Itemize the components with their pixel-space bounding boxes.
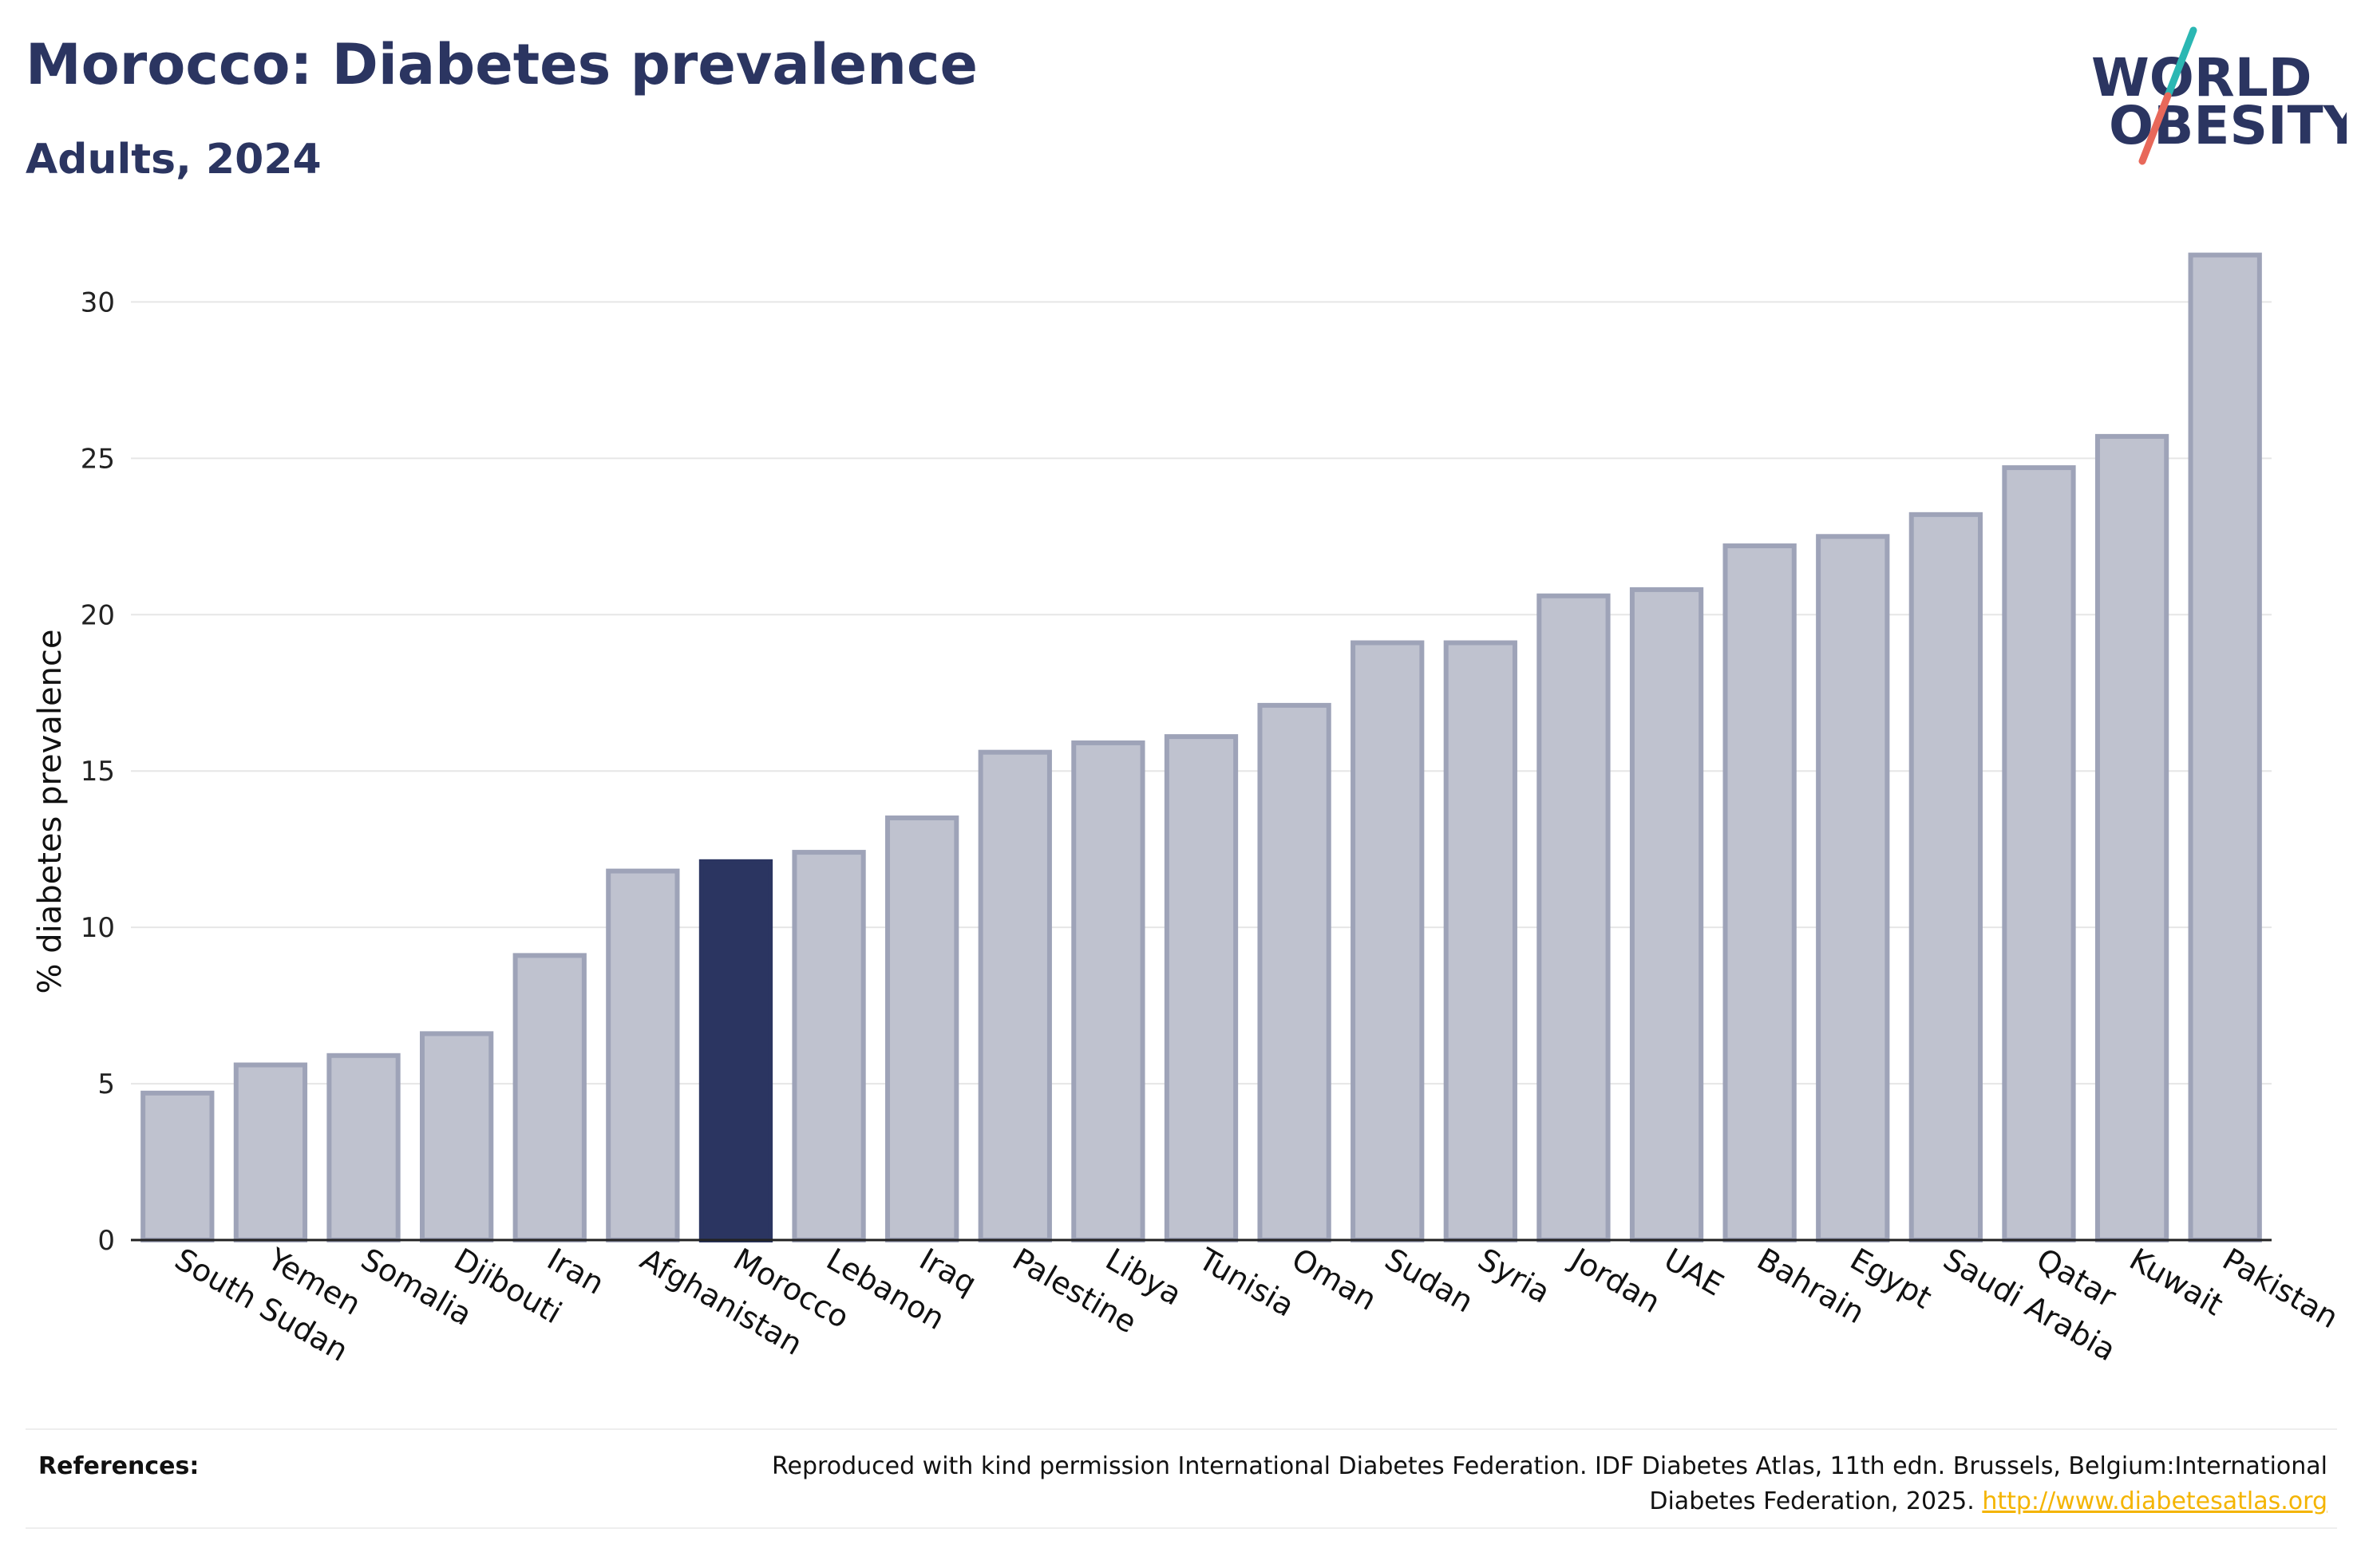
references-citation: Reproduced with kind permission Internat… — [772, 1452, 2327, 1515]
y-axis-title: % diabetes prevalence — [32, 629, 69, 993]
x-tick-label: UAE — [1659, 1242, 1730, 1303]
bar-jordan — [1536, 593, 1611, 1242]
bar-south-sudan — [140, 1090, 215, 1242]
x-tick-label: Syria — [1472, 1242, 1556, 1310]
x-tick-label: Kuwait — [2124, 1242, 2229, 1323]
bar-saudi-arabia — [1908, 511, 1983, 1242]
bar-pakistan — [2188, 252, 2262, 1242]
bar-afghanistan — [606, 868, 680, 1243]
logo-slash-teal — [2164, 26, 2197, 100]
references-divider-bottom — [26, 1527, 2337, 1529]
bar-uae — [1629, 587, 1704, 1242]
y-tick-label: 0 — [97, 1225, 115, 1257]
bar-sudan — [1351, 640, 1425, 1242]
bar-bahrain — [1722, 543, 1797, 1242]
bar-oman — [1257, 702, 1331, 1242]
x-tick-label: Bahrain — [1751, 1242, 1870, 1331]
bar-qatar — [2002, 465, 2076, 1242]
bar-egypt — [1816, 534, 1890, 1242]
bar-libya — [1071, 740, 1145, 1242]
bar-djibouti — [419, 1031, 494, 1243]
y-tick-label: 10 — [81, 912, 115, 944]
bar-yemen — [233, 1062, 308, 1243]
bar-kuwait — [2094, 433, 2169, 1242]
references-label: References: — [38, 1452, 200, 1480]
y-tick-label: 30 — [81, 286, 115, 318]
chart-subtitle: Adults, 2024 — [26, 136, 322, 184]
y-tick-label: 25 — [81, 443, 115, 475]
x-tick-label: Sudan — [1379, 1242, 1480, 1320]
x-tick-label: Pakistan — [2217, 1242, 2344, 1336]
bar-morocco — [698, 859, 773, 1243]
x-tick-label: Jordan — [1564, 1241, 1666, 1321]
bar-palestine — [978, 749, 1052, 1242]
y-tick-label: 15 — [81, 756, 115, 788]
y-tick-label: 20 — [81, 599, 115, 631]
bar-tunisia — [1164, 734, 1239, 1242]
y-tick-label: 5 — [97, 1068, 115, 1100]
bar-lebanon — [792, 850, 866, 1242]
references-text: Reproduced with kind permission Internat… — [699, 1449, 2327, 1519]
diabetes-atlas-link[interactable]: http://www.diabetesatlas.org — [1982, 1487, 2327, 1515]
chart-title: Morocco: Diabetes prevalence — [26, 32, 978, 97]
y-axis-ticks: 0 5 10 15 20 25 30 — [81, 286, 115, 1257]
bar-iran — [512, 953, 587, 1243]
bar-chart: 0 5 10 15 20 25 30 South SudanYemenSomaliaDjib… — [32, 252, 2344, 1369]
world-obesity-logo: WORLD OBESITY — [2091, 26, 2347, 165]
x-tick-label: Tunisia — [1192, 1241, 1300, 1324]
logo-slash-coral — [2138, 92, 2172, 165]
references-divider-top — [26, 1428, 2337, 1430]
bar-somalia — [326, 1053, 401, 1242]
logo-line-world: WORLD — [2091, 47, 2312, 109]
bar-syria — [1443, 640, 1517, 1242]
bar-iraq — [885, 815, 959, 1242]
bars — [140, 252, 2262, 1243]
x-tick-label: Oman — [1286, 1242, 1382, 1317]
